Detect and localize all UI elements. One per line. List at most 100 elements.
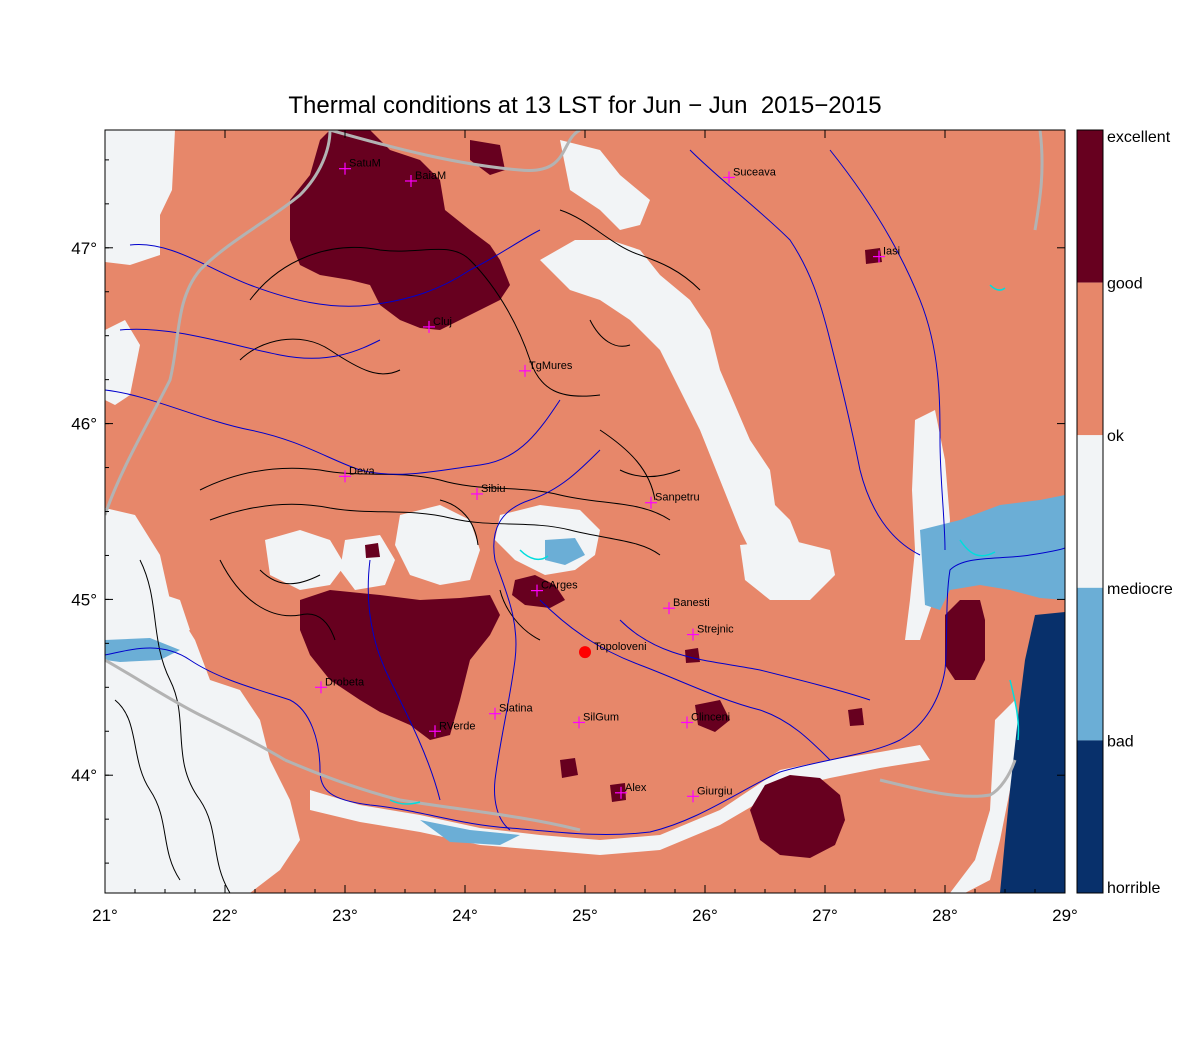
colorbar: excellent good ok mediocre bad horrible: [1076, 129, 1173, 897]
city-marker: [681, 716, 693, 729]
x-tick-label: 22°: [212, 906, 238, 925]
horrible-region-black-sea: [1000, 612, 1065, 893]
cities-layer: SatuM BaiaM Suceava Iasi Cluj TgMures Deva Sibi…: [315, 158, 900, 803]
contour-line: [439, 499, 479, 546]
excellent-region-small-2: [560, 758, 578, 778]
mediocre-region-east-lower: [740, 540, 835, 600]
y-tick-label: 46°: [71, 415, 97, 434]
mediocre-region-carpathian-east: [540, 240, 805, 600]
city-marker: [573, 716, 585, 729]
city-label: Sanpetru: [655, 492, 700, 504]
excellent-region-east-block: [945, 600, 985, 680]
contour-line: [199, 467, 671, 521]
city-marker: [339, 470, 351, 483]
border-bulgaria: [284, 758, 581, 832]
x-tick-label: 28°: [932, 906, 958, 925]
contour-line: [499, 589, 541, 641]
colorbar-label: bad: [1107, 733, 1134, 750]
colorbar-band-excellent: [1077, 130, 1103, 283]
mediocre-region-fagaras: [395, 505, 480, 585]
excellent-region-small-4: [848, 708, 864, 726]
x-tick-label: 24°: [452, 906, 478, 925]
city-label: Iasi: [883, 246, 900, 258]
river-ialomita: [619, 619, 871, 701]
city-marker: [615, 786, 627, 799]
city-marker: [471, 487, 483, 500]
colorbar-band-ok: [1077, 282, 1103, 436]
contour-line: [209, 503, 661, 556]
colorbar-frame: [1076, 129, 1104, 894]
river-olt: [493, 449, 601, 831]
elevation-contours: [114, 209, 701, 893]
x-tick-label: 29°: [1052, 906, 1078, 925]
city-label: Giurgiu: [697, 785, 732, 797]
contour-line: [219, 559, 336, 641]
city-label: Strejnic: [697, 624, 734, 636]
contour-line: [259, 569, 321, 585]
city-marker: [531, 584, 543, 597]
chart-title: Thermal conditions at 13 LST for Jun − J…: [288, 92, 882, 119]
excellent-region-small-7: [685, 648, 700, 663]
y-tick-label: 44°: [71, 766, 97, 785]
city-marker: [423, 320, 435, 333]
excellent-region-northwest: [290, 130, 510, 330]
lake-outline: [989, 284, 1006, 291]
city-label: Banesti: [673, 597, 710, 609]
borders: [105, 130, 1044, 832]
mediocre-region-west-top: [105, 130, 175, 265]
colorbar-band-horrible: [1077, 740, 1103, 893]
mediocre-region-parang: [340, 535, 395, 590]
y-tick-label: 45°: [71, 590, 97, 609]
city-label: CArges: [541, 580, 578, 592]
city-label: BaiaM: [415, 170, 446, 182]
contour-line: [114, 699, 181, 881]
river-crisuri: [119, 328, 381, 359]
border-moldova-north: [1033, 130, 1044, 231]
colorbar-label: mediocre: [1107, 581, 1173, 598]
contour-line: [599, 429, 656, 501]
x-tick-label: 21°: [92, 906, 118, 925]
city-marker: [429, 725, 441, 738]
city-marker: [723, 171, 735, 184]
mediocre-region-west-mid: [105, 320, 140, 405]
colorbar-label: ok: [1107, 428, 1125, 445]
border-hungary: [105, 130, 332, 516]
mediocre-region-east-coast-strip: [950, 700, 1020, 893]
contour-line: [589, 319, 631, 347]
lakes: [389, 284, 1020, 805]
y-tick-label: 47°: [71, 239, 97, 258]
excellent-region-arges: [512, 575, 565, 608]
contour-line: [139, 559, 231, 893]
city-marker: [489, 707, 501, 720]
city-label: SatuM: [349, 158, 381, 170]
map-area: SatuM BaiaM Suceava Iasi Cluj TgMures Deva Sibi…: [105, 130, 1065, 893]
excellent-region-oltenia: [300, 590, 500, 740]
mediocre-region-retezat: [265, 530, 345, 590]
city-label: Cluj: [433, 316, 452, 328]
city-label: TgMures: [529, 360, 573, 372]
x-tick-label: 23°: [332, 906, 358, 925]
mediocre-region-carpathian-north: [560, 140, 650, 230]
mediocre-region-west-edge: [105, 590, 190, 650]
colorbar-label: excellent: [1107, 129, 1171, 146]
city-marker: [687, 790, 699, 803]
city-label: Drobeta: [325, 676, 365, 688]
city-label: RVerde: [439, 720, 476, 732]
city-label: SilGum: [583, 711, 619, 723]
city-marker: [519, 364, 531, 377]
city-label: Suceava: [733, 166, 777, 178]
lake-outline: [519, 549, 549, 561]
excellent-region-small-1: [695, 700, 730, 732]
colorbar-band-mediocre: [1077, 435, 1103, 588]
colorbar-label: good: [1107, 276, 1143, 293]
city-label: Deva: [349, 465, 376, 477]
lake-outline: [1009, 679, 1020, 741]
city-marker: [663, 602, 675, 615]
bad-region-bucegi: [545, 538, 585, 565]
city-label: Slatina: [499, 703, 534, 715]
colorbar-label: horrible: [1107, 880, 1160, 897]
lake-outline: [959, 539, 996, 557]
city-marker: [873, 250, 885, 263]
contour-line: [239, 338, 401, 375]
